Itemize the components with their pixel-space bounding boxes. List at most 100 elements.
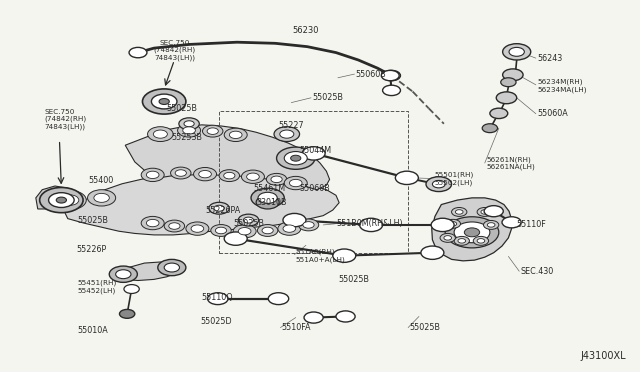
Circle shape xyxy=(454,222,490,243)
Circle shape xyxy=(278,222,301,235)
Circle shape xyxy=(383,70,401,81)
Circle shape xyxy=(214,205,224,211)
Text: 55501(RH)
55502(LH): 55501(RH) 55502(LH) xyxy=(435,171,474,186)
Circle shape xyxy=(241,170,264,183)
Circle shape xyxy=(445,217,499,248)
Circle shape xyxy=(274,127,300,141)
Circle shape xyxy=(483,221,499,230)
Circle shape xyxy=(186,222,209,235)
Circle shape xyxy=(440,234,456,242)
Circle shape xyxy=(381,70,399,81)
Circle shape xyxy=(207,293,228,305)
Text: 55060B: 55060B xyxy=(356,70,387,78)
Text: 55226PA: 55226PA xyxy=(205,206,240,215)
Circle shape xyxy=(207,128,218,134)
Circle shape xyxy=(169,223,180,229)
Text: 55060B: 55060B xyxy=(299,185,330,193)
Circle shape xyxy=(40,187,83,213)
Circle shape xyxy=(109,266,138,282)
Circle shape xyxy=(202,125,223,137)
Circle shape xyxy=(56,197,67,203)
Circle shape xyxy=(158,259,186,276)
Circle shape xyxy=(94,193,109,202)
Circle shape xyxy=(233,225,256,238)
Circle shape xyxy=(246,173,259,180)
Circle shape xyxy=(183,127,195,134)
Circle shape xyxy=(61,195,79,205)
Circle shape xyxy=(445,219,461,228)
Text: 55461M: 55461M xyxy=(253,185,285,193)
Circle shape xyxy=(336,311,355,322)
Text: 55227: 55227 xyxy=(278,121,304,130)
Circle shape xyxy=(458,238,466,243)
Circle shape xyxy=(426,177,452,192)
Circle shape xyxy=(271,176,282,183)
Text: 55400: 55400 xyxy=(89,176,114,185)
Text: SEC.430: SEC.430 xyxy=(520,267,554,276)
Circle shape xyxy=(262,227,273,234)
Circle shape xyxy=(224,172,235,179)
Circle shape xyxy=(360,218,383,232)
Circle shape xyxy=(431,218,454,232)
Text: 55025B: 55025B xyxy=(410,323,440,332)
Text: 33010B: 33010B xyxy=(256,198,287,207)
Circle shape xyxy=(500,78,516,87)
Circle shape xyxy=(452,208,467,217)
Circle shape xyxy=(88,190,116,206)
Circle shape xyxy=(243,217,253,223)
Polygon shape xyxy=(125,125,330,190)
Circle shape xyxy=(502,69,523,81)
Circle shape xyxy=(171,167,191,179)
Circle shape xyxy=(456,210,463,214)
Text: 55226P: 55226P xyxy=(76,244,106,253)
Circle shape xyxy=(487,223,495,227)
Circle shape xyxy=(502,44,531,60)
Circle shape xyxy=(383,85,401,96)
Circle shape xyxy=(209,202,229,214)
Circle shape xyxy=(454,236,469,245)
Polygon shape xyxy=(432,198,511,261)
Circle shape xyxy=(396,171,419,185)
Circle shape xyxy=(284,151,307,165)
Circle shape xyxy=(444,235,452,240)
Circle shape xyxy=(129,47,147,58)
Circle shape xyxy=(175,170,186,176)
Circle shape xyxy=(258,192,277,203)
Circle shape xyxy=(211,225,231,236)
Text: 55025B: 55025B xyxy=(233,219,264,228)
Text: 55010A: 55010A xyxy=(77,326,108,335)
Circle shape xyxy=(289,179,302,187)
Text: 55060A: 55060A xyxy=(537,109,568,118)
Circle shape xyxy=(116,270,131,279)
Circle shape xyxy=(141,217,164,230)
Circle shape xyxy=(224,232,247,245)
Circle shape xyxy=(433,180,445,188)
Polygon shape xyxy=(36,186,74,209)
Circle shape xyxy=(284,176,307,190)
Circle shape xyxy=(148,127,173,141)
Circle shape xyxy=(283,214,306,227)
Circle shape xyxy=(49,193,74,208)
Circle shape xyxy=(266,173,287,185)
Circle shape xyxy=(191,225,204,232)
Text: 55253B: 55253B xyxy=(172,133,203,142)
Text: 55110F: 55110F xyxy=(516,220,547,229)
Text: 55025B: 55025B xyxy=(77,216,108,225)
Circle shape xyxy=(502,217,521,228)
Circle shape xyxy=(473,236,488,245)
Circle shape xyxy=(490,108,508,119)
Text: SEC.750
(74842(RH)
74843(LH)): SEC.750 (74842(RH) 74843(LH)) xyxy=(44,109,86,130)
Circle shape xyxy=(164,263,179,272)
Circle shape xyxy=(268,293,289,305)
Text: 551A0(RH)
551A0+A(LH): 551A0(RH) 551A0+A(LH) xyxy=(296,248,346,263)
Text: 56243: 56243 xyxy=(537,54,563,62)
Circle shape xyxy=(283,225,296,232)
Circle shape xyxy=(251,188,284,208)
Circle shape xyxy=(120,310,135,318)
Circle shape xyxy=(159,99,170,105)
Text: 55025B: 55025B xyxy=(338,275,369,284)
Circle shape xyxy=(147,219,159,227)
Circle shape xyxy=(465,228,479,237)
Circle shape xyxy=(256,196,279,209)
Circle shape xyxy=(216,227,227,234)
